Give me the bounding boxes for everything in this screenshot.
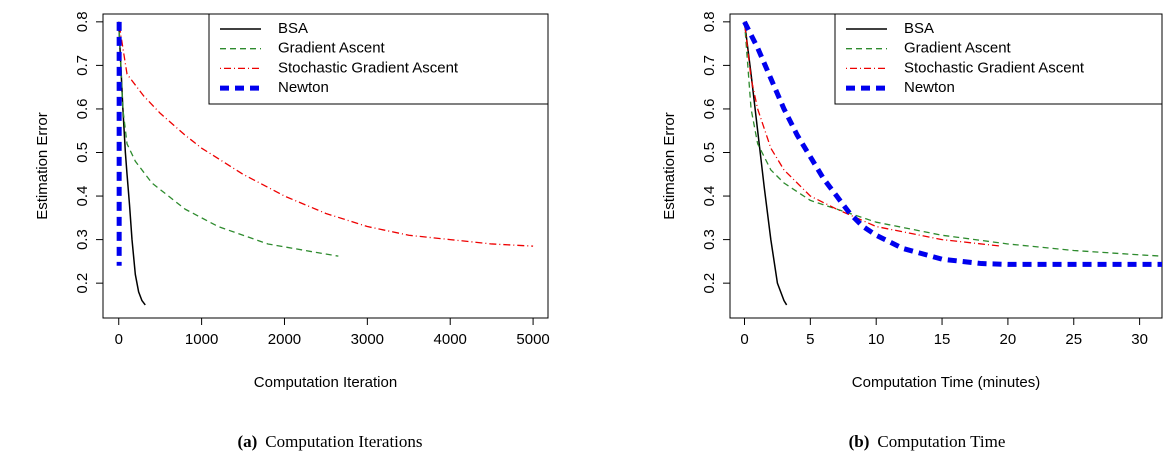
y-tick-label: 0.8 — [74, 11, 91, 32]
y-tick-label: 0.5 — [701, 142, 718, 163]
caption-label: (a) — [237, 432, 257, 451]
legend-box — [834, 13, 1163, 105]
legend-label: Stochastic Gradient Ascent — [904, 59, 1085, 76]
x-tick-label: 5000 — [516, 331, 549, 348]
y-tick-label: 0.2 — [701, 273, 718, 294]
x-tick-label: 4000 — [434, 331, 467, 348]
y-tick-label: 0.2 — [74, 273, 91, 294]
series-line — [743, 21, 1163, 257]
caption: (b) Computation Time — [849, 432, 1006, 451]
caption: (a) Computation Iterations — [237, 432, 422, 451]
y-tick-label: 0.8 — [701, 11, 718, 32]
x-tick-label: 15 — [934, 331, 951, 348]
x-tick-label: 10 — [868, 331, 885, 348]
legend-label: BSA — [278, 20, 308, 37]
caption-label: (b) — [849, 432, 870, 451]
y-tick-label: 0.6 — [74, 99, 91, 120]
y-tick-label: 0.7 — [701, 55, 718, 76]
y-tick-label: 0.3 — [701, 229, 718, 250]
legend-label: Gradient Ascent — [278, 40, 386, 57]
x-tick-label: 5 — [806, 331, 814, 348]
x-tick-label: 1000 — [185, 331, 218, 348]
y-axis-label: Estimation Error — [34, 112, 51, 220]
x-tick-label: 3000 — [351, 331, 384, 348]
x-tick-label: 20 — [1000, 331, 1017, 348]
y-tick-label: 0.4 — [701, 186, 718, 207]
x-axis-label: Computation Iteration — [254, 374, 397, 391]
x-tick-label: 25 — [1065, 331, 1082, 348]
x-tick-label: 30 — [1131, 331, 1148, 348]
y-tick-label: 0.5 — [74, 142, 91, 163]
series-line — [743, 21, 1002, 247]
legend-label: Newton — [904, 79, 955, 96]
caption-text: Computation Time — [877, 432, 1005, 451]
legend-box — [208, 13, 549, 105]
y-tick-label: 0.4 — [74, 186, 91, 207]
series-line — [118, 21, 339, 257]
series-line — [118, 21, 534, 247]
y-tick-label: 0.3 — [74, 229, 91, 250]
x-tick-label: 2000 — [268, 331, 301, 348]
y-axis-label: Estimation Error — [661, 112, 678, 220]
y-tick-label: 0.6 — [701, 99, 718, 120]
series-line — [742, 20, 1162, 267]
x-tick-label: 0 — [740, 331, 748, 348]
legend-label: Gradient Ascent — [904, 40, 1012, 57]
legend-label: BSA — [904, 20, 934, 37]
y-tick-label: 0.7 — [74, 55, 91, 76]
x-tick-label: 0 — [115, 331, 123, 348]
legend-label: Newton — [278, 79, 329, 96]
series-line — [117, 21, 146, 306]
x-axis-label: Computation Time (minutes) — [852, 374, 1040, 391]
caption-text: Computation Iterations — [265, 432, 422, 451]
legend-label: Stochastic Gradient Ascent — [278, 59, 459, 76]
